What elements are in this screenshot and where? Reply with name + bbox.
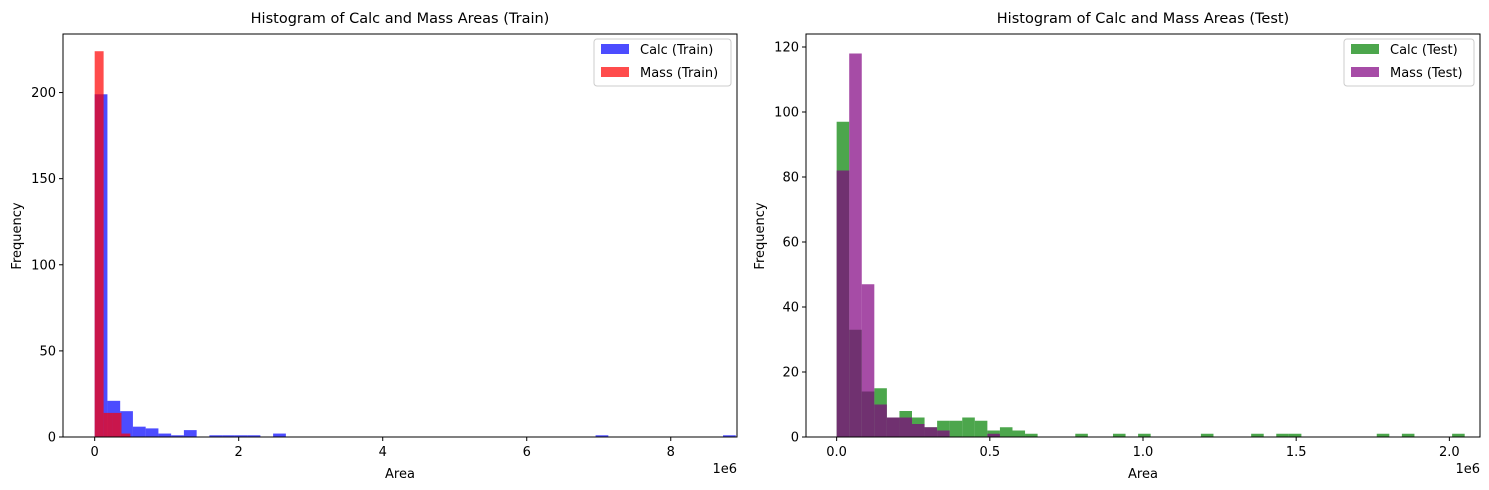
test-series-0-bar-17 xyxy=(1112,433,1126,437)
test-x-tick-label: 0.0 xyxy=(826,445,847,460)
train-series-0-bar-4 xyxy=(145,428,159,437)
train-series-0-bar-3 xyxy=(132,426,146,437)
train-x-tick-label: 8 xyxy=(667,445,675,460)
test-series-0-bar-23 xyxy=(1376,433,1390,437)
test-bars xyxy=(836,53,1465,437)
train-y-ticks: 0 50 100 150 200 xyxy=(31,86,63,446)
test-y-tick-label: 100 xyxy=(774,106,799,121)
test-series-0-bar-14 xyxy=(1012,430,1026,437)
test-legend-label-mass: Mass (Test) xyxy=(1390,66,1463,81)
test-series-1-bar-0 xyxy=(836,170,850,437)
test-series-0-bar-21 xyxy=(1276,433,1289,437)
train-x-axis-label: Area xyxy=(385,467,415,482)
test-series-1-bar-5 xyxy=(899,417,912,437)
train-series-0-bar-7 xyxy=(183,430,197,437)
train-bars xyxy=(94,51,736,437)
train-legend-label-mass: Mass (Train) xyxy=(640,66,718,81)
train-x-tick-label: 0 xyxy=(91,445,99,460)
test-y-tick-label: 120 xyxy=(774,41,799,56)
train-series-1-bar-2 xyxy=(112,412,122,437)
test-series-0-bar-25 xyxy=(1452,433,1465,437)
train-y-tick-label: 100 xyxy=(31,258,56,273)
test-series-0-bar-19 xyxy=(1200,433,1214,437)
test-x-ticks: 0.0 0.5 1.0 1.5 2.0 xyxy=(826,437,1460,460)
test-legend-swatch-calc xyxy=(1351,44,1379,54)
train-legend-label-calc: Calc (Train) xyxy=(640,43,713,58)
train-legend-swatch-mass xyxy=(601,67,629,77)
test-x-axis-label: Area xyxy=(1128,467,1158,482)
train-series-1-bar-3 xyxy=(121,433,131,437)
test-series-0-bar-15 xyxy=(1025,433,1038,437)
train-series-0-bar-13 xyxy=(595,435,609,437)
test-y-tick-label: 20 xyxy=(782,366,799,381)
test-x-tick-label: 1.5 xyxy=(1286,445,1307,460)
test-series-0-bar-10 xyxy=(962,417,975,437)
train-plot-frame xyxy=(62,33,738,438)
train-series-1-bar-1 xyxy=(103,412,113,437)
test-y-axis-label: Frequency xyxy=(753,202,768,269)
test-x-tick-label: 2.0 xyxy=(1439,445,1460,460)
train-legend: Calc (Train) Mass (Train) xyxy=(593,38,732,87)
test-legend-swatch-mass xyxy=(1351,67,1379,77)
test-y-ticks: 0 20 40 60 80 100 120 xyxy=(774,41,806,446)
test-y-tick-label: 40 xyxy=(782,301,799,316)
train-x-tick-label: 4 xyxy=(379,445,387,460)
test-histogram-panel: 0.0 0.5 1.0 1.5 2.0 0 20 40 60 80 100 120 Histogra… xyxy=(753,11,1481,482)
test-series-0-bar-22 xyxy=(1288,433,1302,437)
train-series-0-bar-10 xyxy=(234,435,248,437)
train-y-tick-label: 50 xyxy=(39,344,56,359)
train-series-0-bar-9 xyxy=(222,435,235,437)
train-y-tick-label: 0 xyxy=(48,431,56,446)
test-series-1-bar-4 xyxy=(886,417,900,437)
test-series-1-bar-7 xyxy=(924,427,938,437)
train-legend-swatch-calc xyxy=(601,44,629,54)
train-series-0-bar-14 xyxy=(723,435,736,437)
test-series-0-bar-20 xyxy=(1251,433,1264,437)
test-series-0-bar-9 xyxy=(949,420,963,437)
test-series-1-bar-9 xyxy=(987,433,1000,437)
test-series-0-bar-16 xyxy=(1075,433,1088,437)
train-y-tick-label: 150 xyxy=(31,172,56,187)
train-series-0-bar-5 xyxy=(158,433,172,437)
test-series-0-bar-13 xyxy=(999,427,1013,437)
train-histogram-panel: 0 2 4 6 8 0 50 100 150 200 Histogram of Calc and… xyxy=(10,11,738,482)
train-series-0-bar-8 xyxy=(209,435,223,437)
train-series-0-bar-2 xyxy=(120,411,133,437)
test-series-1-bar-6 xyxy=(912,424,925,437)
test-legend: Calc (Test) Mass (Test) xyxy=(1343,38,1475,87)
test-legend-label-calc: Calc (Test) xyxy=(1390,43,1458,58)
train-series-0-bar-12 xyxy=(273,433,286,437)
train-x-tick-label: 6 xyxy=(523,445,531,460)
test-series-1-bar-3 xyxy=(874,404,887,437)
test-series-1-bar-8 xyxy=(937,430,950,437)
test-x-offset-label: 1e6 xyxy=(1455,462,1480,477)
test-x-tick-label: 0.5 xyxy=(979,445,1000,460)
train-series-1-bar-0 xyxy=(94,51,104,437)
test-y-tick-label: 60 xyxy=(782,236,799,251)
train-x-offset-label: 1e6 xyxy=(712,462,737,477)
train-series-0-bar-11 xyxy=(247,435,261,437)
train-chart-title: Histogram of Calc and Mass Areas (Train) xyxy=(251,11,550,27)
train-x-tick-label: 2 xyxy=(235,445,243,460)
test-chart-title: Histogram of Calc and Mass Areas (Test) xyxy=(997,11,1289,27)
test-x-tick-label: 1.0 xyxy=(1133,445,1154,460)
test-series-1-bar-1 xyxy=(849,53,862,437)
test-series-0-bar-11 xyxy=(974,420,988,437)
train-y-tick-label: 200 xyxy=(31,86,56,101)
test-series-0-bar-18 xyxy=(1138,433,1151,437)
test-series-1-bar-2 xyxy=(861,284,875,437)
train-x-ticks: 0 2 4 6 8 xyxy=(91,437,675,460)
test-y-tick-label: 80 xyxy=(782,171,799,186)
train-y-axis-label: Frequency xyxy=(10,202,25,269)
train-series-0-bar-6 xyxy=(171,435,184,437)
test-y-tick-label: 0 xyxy=(791,431,799,446)
test-series-0-bar-24 xyxy=(1401,433,1415,437)
